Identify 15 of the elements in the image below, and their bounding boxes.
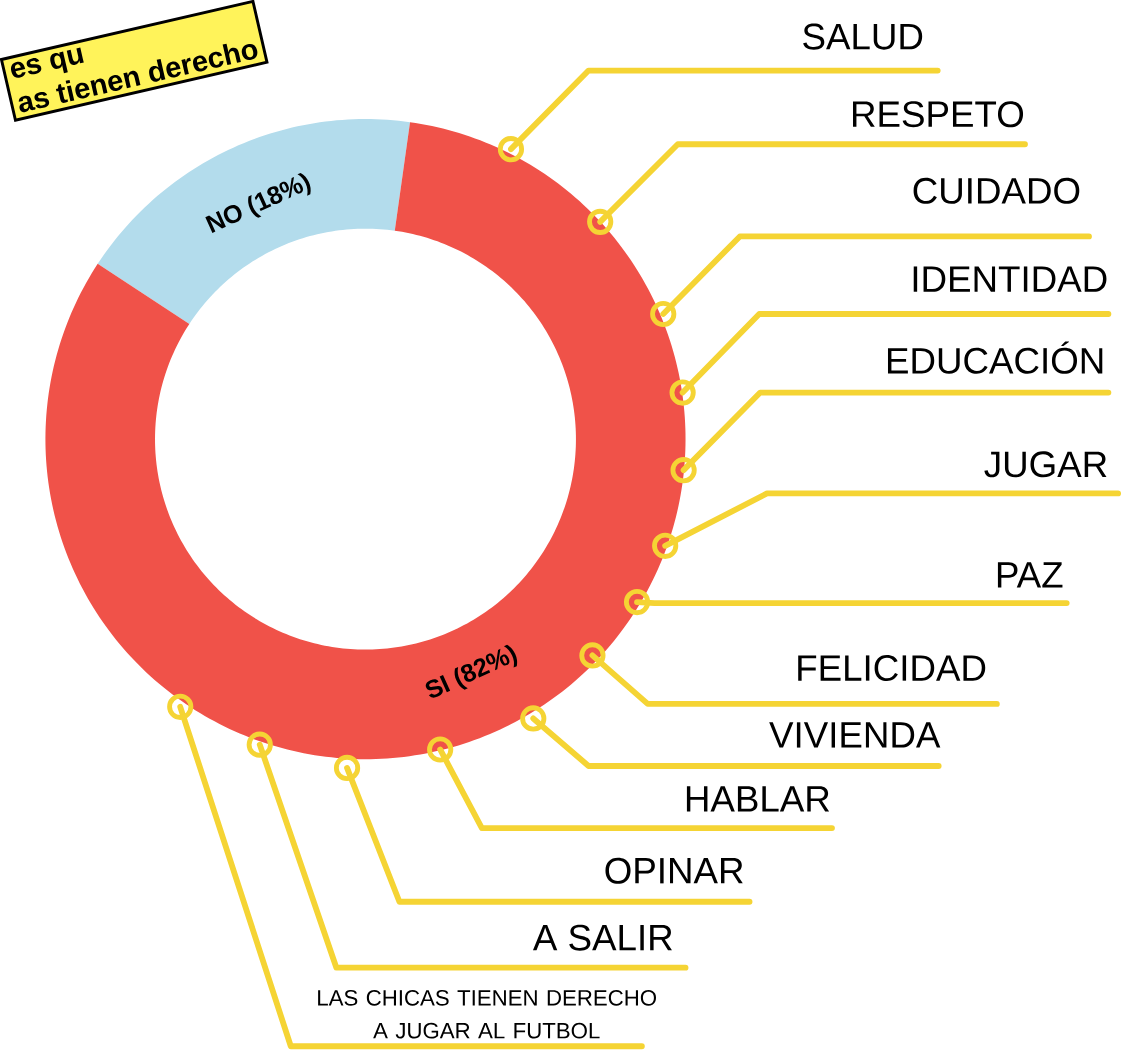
text: FELICIDAD (798, 654, 986, 681)
text: IDENTIDAD (913, 266, 1107, 292)
text: CUIDADO (913, 177, 1080, 204)
text: OPINAR (605, 857, 743, 884)
slice-label: NO (205, 205, 242, 233)
text: PAZ (997, 562, 1063, 588)
slice-label: SI (425, 674, 451, 698)
text: RESPETO (853, 101, 1024, 128)
text: LAS CHICAS TIENEN DERECHO A JUGAR AL FUTBOL (318, 989, 657, 1039)
text: SALUD (803, 23, 923, 50)
text: VIVIENDA (769, 722, 941, 748)
text: JUGAR (984, 451, 1107, 478)
text: A SALIR (532, 924, 672, 951)
text: EDUCACIÓN (887, 341, 1103, 374)
text: HABLAR (686, 786, 830, 812)
